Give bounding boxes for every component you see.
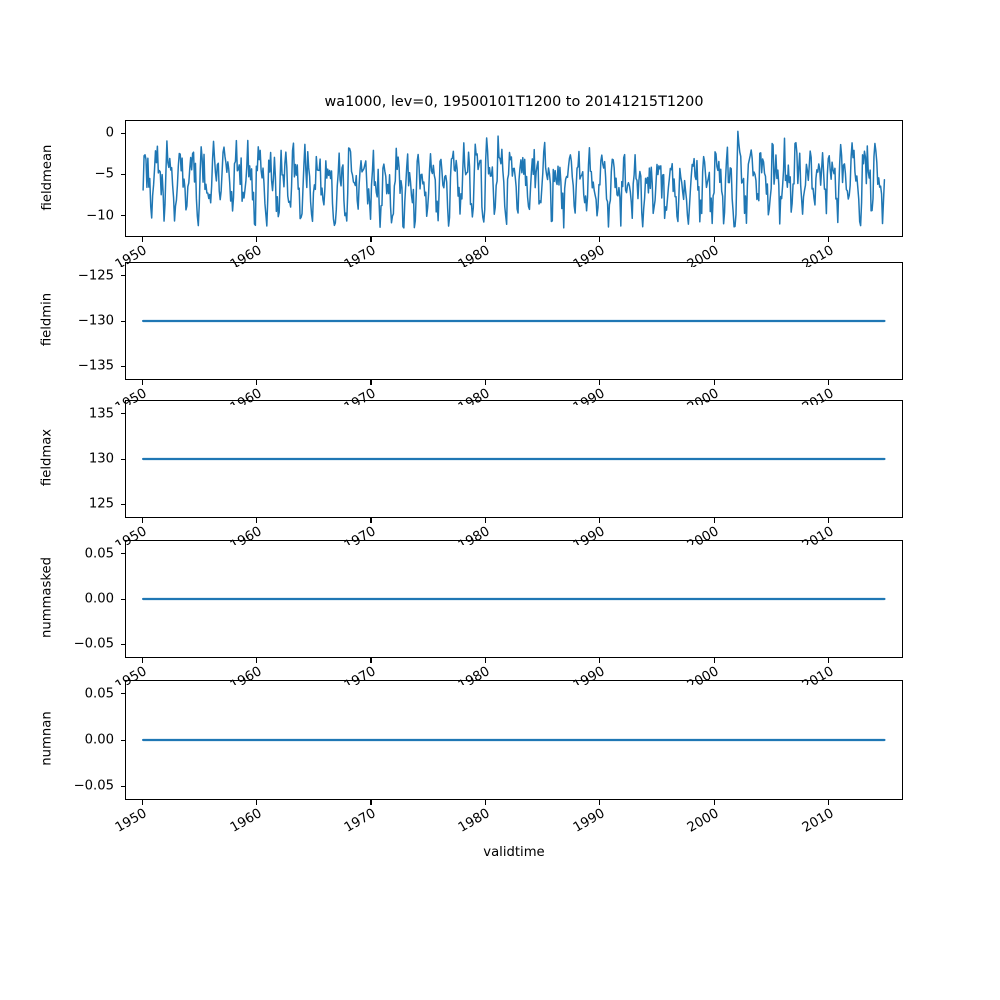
xtick-mark-fieldmin-4 xyxy=(599,380,601,385)
y-axis-label-fieldmean: fieldmean xyxy=(39,144,55,210)
ytick-label-fieldmean-2: −10 xyxy=(86,208,114,224)
xtick-mark-fieldmin-1 xyxy=(256,380,258,385)
subplot-fieldmin xyxy=(125,262,903,380)
xtick-mark-numnan-0 xyxy=(141,800,143,805)
xtick-mark-numnan-2 xyxy=(370,800,372,805)
data-line-nummasked xyxy=(142,597,886,601)
xtick-mark-nummasked-2 xyxy=(370,658,372,663)
ytick-label-nummasked-0: 0.05 xyxy=(84,546,114,562)
ytick-label-fieldmean-1: −5 xyxy=(94,166,114,182)
plot-area-nummasked xyxy=(126,541,902,657)
ytick-mark-numnan-0 xyxy=(120,693,125,695)
xtick-mark-fieldmean-4 xyxy=(599,237,601,242)
xtick-mark-fieldmin-2 xyxy=(370,380,372,385)
xtick-mark-fieldmean-6 xyxy=(828,237,830,242)
ytick-mark-nummasked-1 xyxy=(120,598,125,600)
xtick-mark-fieldmax-2 xyxy=(370,518,372,523)
xtick-mark-fieldmean-1 xyxy=(256,237,258,242)
ytick-label-nummasked-1: 0.00 xyxy=(84,591,114,607)
ytick-label-numnan-2: −0.05 xyxy=(73,778,114,794)
data-line-fieldmean xyxy=(142,130,886,229)
xtick-mark-fieldmax-5 xyxy=(713,518,715,523)
ytick-label-nummasked-2: −0.05 xyxy=(73,636,114,652)
ytick-label-fieldmax-0: 135 xyxy=(88,406,114,422)
xtick-mark-fieldmean-3 xyxy=(484,237,486,242)
xtick-mark-fieldmax-1 xyxy=(256,518,258,523)
plot-area-numnan xyxy=(126,681,902,799)
ytick-mark-fieldmax-1 xyxy=(120,458,125,460)
xtick-mark-nummasked-4 xyxy=(599,658,601,663)
ytick-label-numnan-0: 0.05 xyxy=(84,686,114,702)
y-axis-label-numnan: numnan xyxy=(39,711,55,766)
xtick-mark-fieldmin-3 xyxy=(484,380,486,385)
ytick-mark-fieldmean-0 xyxy=(120,132,125,134)
xtick-mark-numnan-5 xyxy=(713,800,715,805)
data-line-fieldmax xyxy=(142,457,886,461)
subplot-numnan xyxy=(125,680,903,800)
figure-title: wa1000, lev=0, 19500101T1200 to 20141215… xyxy=(324,94,704,110)
xtick-mark-fieldmin-5 xyxy=(713,380,715,385)
ytick-label-fieldmax-1: 130 xyxy=(88,451,114,467)
xtick-mark-numnan-3 xyxy=(484,800,486,805)
ytick-mark-fieldmean-2 xyxy=(120,215,125,217)
ytick-label-fieldmin-1: −130 xyxy=(77,313,114,329)
ytick-label-fieldmin-0: −125 xyxy=(77,268,114,284)
xtick-mark-fieldmean-0 xyxy=(141,237,143,242)
xtick-mark-numnan-6 xyxy=(828,800,830,805)
ytick-mark-nummasked-2 xyxy=(120,643,125,645)
ytick-mark-fieldmax-2 xyxy=(120,503,125,505)
xtick-mark-fieldmin-6 xyxy=(828,380,830,385)
plot-area-fieldmax xyxy=(126,401,902,517)
ytick-mark-fieldmin-1 xyxy=(120,320,125,322)
xtick-mark-nummasked-5 xyxy=(713,658,715,663)
xtick-mark-nummasked-3 xyxy=(484,658,486,663)
ytick-mark-nummasked-0 xyxy=(120,553,125,555)
xtick-mark-fieldmax-4 xyxy=(599,518,601,523)
ytick-label-fieldmean-0: 0 xyxy=(105,125,114,141)
y-axis-label-fieldmin: fieldmin xyxy=(39,292,55,347)
xtick-mark-nummasked-1 xyxy=(256,658,258,663)
xtick-mark-fieldmin-0 xyxy=(141,380,143,385)
subplot-fieldmean xyxy=(125,120,903,237)
xtick-mark-fieldmean-5 xyxy=(713,237,715,242)
xtick-mark-nummasked-6 xyxy=(828,658,830,663)
xtick-mark-fieldmax-3 xyxy=(484,518,486,523)
y-axis-label-fieldmax: fieldmax xyxy=(39,428,55,487)
y-axis-label-nummasked: nummasked xyxy=(39,557,55,639)
ytick-mark-fieldmax-0 xyxy=(120,413,125,415)
xtick-mark-nummasked-0 xyxy=(141,658,143,663)
xtick-mark-fieldmax-0 xyxy=(141,518,143,523)
ytick-label-fieldmax-2: 125 xyxy=(88,496,114,512)
ytick-label-numnan-1: 0.00 xyxy=(84,732,114,748)
subplot-fieldmax xyxy=(125,400,903,518)
plot-area-fieldmean xyxy=(126,121,902,236)
xtick-mark-numnan-1 xyxy=(256,800,258,805)
plot-area-fieldmin xyxy=(126,263,902,379)
xtick-mark-fieldmax-6 xyxy=(828,518,830,523)
data-line-fieldmin xyxy=(142,319,886,323)
ytick-mark-numnan-1 xyxy=(120,739,125,741)
ytick-mark-numnan-2 xyxy=(120,785,125,787)
xtick-mark-fieldmean-2 xyxy=(370,237,372,242)
ytick-mark-fieldmin-2 xyxy=(120,365,125,367)
xtick-mark-numnan-4 xyxy=(599,800,601,805)
subplot-nummasked xyxy=(125,540,903,658)
ytick-mark-fieldmean-1 xyxy=(120,173,125,175)
data-line-numnan xyxy=(142,738,886,742)
ytick-mark-fieldmin-0 xyxy=(120,275,125,277)
ytick-label-fieldmin-2: −135 xyxy=(77,358,114,374)
x-axis-label: validtime xyxy=(483,845,545,860)
